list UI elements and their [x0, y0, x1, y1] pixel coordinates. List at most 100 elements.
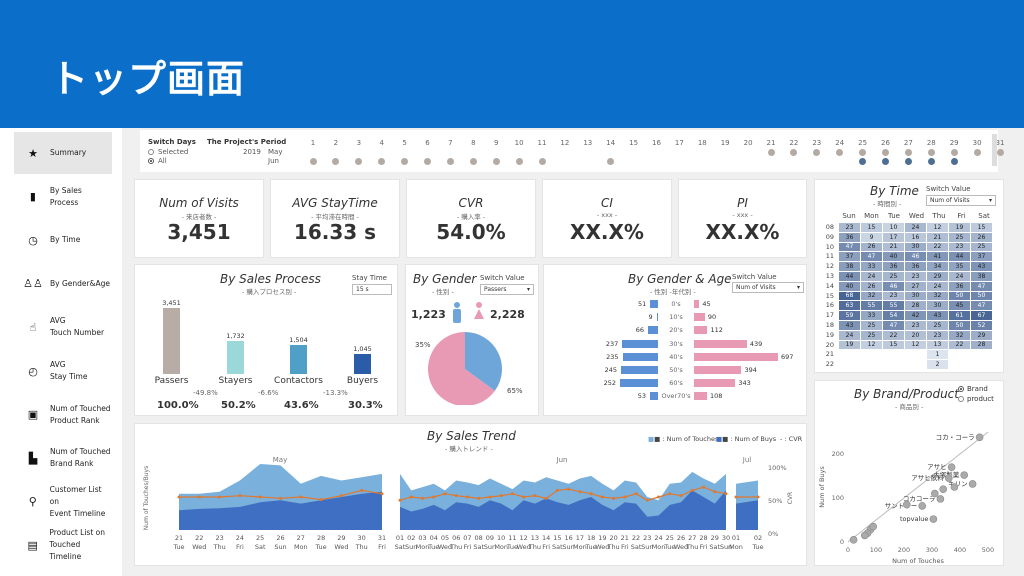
day-number[interactable]: 9	[493, 139, 499, 147]
jun-day-dot[interactable]	[355, 158, 363, 165]
heatmap-cell[interactable]: 59	[838, 310, 861, 321]
day-number[interactable]: 29	[949, 139, 959, 147]
may-day-dot[interactable]	[813, 149, 821, 156]
day-number[interactable]: 12	[560, 139, 570, 147]
day-number[interactable]: 16	[652, 139, 661, 147]
heatmap-cell[interactable]: 26	[970, 231, 993, 243]
jun-day-dot[interactable]	[492, 158, 500, 165]
day-number[interactable]: 3	[356, 139, 362, 147]
heatmap-cell[interactable]: 23	[926, 329, 949, 341]
heatmap-cell[interactable]: 12	[926, 222, 949, 233]
heatmap-cell[interactable]: 45	[948, 300, 971, 312]
heatmap-cell[interactable]: 46	[882, 280, 905, 292]
heatmap-cell[interactable]: 37	[838, 251, 861, 263]
day-number[interactable]: 31	[995, 139, 1005, 147]
day-number[interactable]: 4	[379, 139, 384, 147]
heatmap-cell[interactable]: 43	[926, 310, 949, 321]
heatmap-cell[interactable]: 44	[948, 251, 971, 263]
heatmap-cell[interactable]	[882, 359, 905, 370]
heatmap-cell[interactable]: 28	[904, 300, 927, 312]
heatmap-cell[interactable]	[948, 359, 971, 370]
may-day-dot[interactable]	[790, 149, 798, 156]
heatmap-cell[interactable]: 25	[926, 319, 949, 331]
day-number[interactable]: 21	[766, 139, 776, 147]
heatmap-cell[interactable]: 22	[926, 241, 949, 253]
day-number[interactable]: 13	[583, 139, 593, 147]
heatmap-cell[interactable]: 32	[926, 290, 949, 302]
heatmap-cell[interactable]: 40	[882, 251, 905, 263]
sidebar-item-num-of-touched-brand-rank[interactable]: ▙ Num of Touched Brand Rank	[14, 437, 112, 479]
day-number[interactable]: 11	[537, 139, 547, 147]
heatmap-cell[interactable]: 10	[882, 222, 905, 233]
heatmap-cell[interactable]	[904, 359, 927, 370]
may-day-dot[interactable]	[996, 149, 1004, 156]
heatmap-cell[interactable]: 36	[838, 231, 861, 243]
heatmap-cell[interactable]: 46	[904, 251, 927, 263]
heatmap-cell[interactable]: 50	[948, 319, 971, 331]
heatmap-cell[interactable]: 16	[904, 231, 927, 243]
radio-all[interactable]: All	[148, 157, 167, 165]
radio-selected[interactable]: Selected	[148, 148, 188, 156]
heatmap-cell[interactable]: 50	[970, 290, 993, 302]
heatmap-cell[interactable]: 26	[860, 241, 883, 253]
jun-day-dot-selected[interactable]	[927, 158, 935, 165]
heatmap-cell[interactable]: 23	[904, 270, 927, 282]
heatmap-cell[interactable]: 36	[904, 261, 927, 272]
heatmap-cell[interactable]: 2	[926, 359, 949, 370]
day-number[interactable]: 30	[972, 139, 982, 147]
timebar-scrollbar[interactable]	[992, 134, 997, 166]
heatmap-cell[interactable]: 12	[860, 339, 883, 351]
heatmap-cell[interactable]: 25	[860, 319, 883, 331]
heatmap-cell[interactable]: 55	[882, 300, 905, 312]
heatmap-cell[interactable]: 36	[948, 280, 971, 292]
heatmap-cell[interactable]	[948, 349, 971, 361]
may-day-dot[interactable]	[950, 149, 958, 156]
heatmap-cell[interactable]: 47	[860, 251, 883, 263]
heatmap-cell[interactable]: 47	[970, 300, 993, 312]
heatmap-cell[interactable]: 25	[882, 270, 905, 282]
sidebar-item-by-time[interactable]: ◷ By Time	[14, 219, 112, 261]
day-number[interactable]: 22	[789, 139, 799, 147]
heatmap-cell[interactable]: 9	[860, 231, 883, 243]
day-number[interactable]: 6	[425, 139, 430, 147]
heatmap-cell[interactable]: 15	[882, 339, 905, 351]
may-day-dot[interactable]	[836, 149, 844, 156]
stay-time-select[interactable]: 15 s	[352, 284, 392, 295]
heatmap-cell[interactable]	[838, 359, 861, 370]
may-day-dot[interactable]	[904, 149, 912, 156]
day-number[interactable]: 26	[881, 139, 890, 147]
may-day-dot[interactable]	[882, 149, 889, 156]
day-number[interactable]: 15	[629, 139, 639, 147]
heatmap-cell[interactable]: 22	[882, 329, 905, 341]
heatmap-cell[interactable]: 12	[904, 339, 927, 351]
heatmap-cell[interactable]: 20	[904, 329, 927, 341]
jun-day-dot[interactable]	[607, 158, 615, 165]
jun-day-dot[interactable]	[469, 158, 477, 165]
jun-day-dot[interactable]	[378, 158, 386, 165]
heatmap-cell[interactable]	[904, 349, 927, 361]
day-number[interactable]: 20	[743, 139, 753, 147]
heatmap-cell[interactable]: 24	[838, 329, 861, 341]
heatmap-cell[interactable]: 47	[882, 319, 905, 331]
heatmap-cell[interactable]: 29	[926, 270, 949, 282]
radio-brand[interactable]: Brand	[958, 385, 988, 393]
jun-day-dot-selected[interactable]	[950, 158, 958, 165]
may-day-dot[interactable]	[767, 149, 775, 156]
sidebar-item-avg-touch-number[interactable]: ☝ AVG Touch Number	[14, 306, 112, 348]
heatmap-cell[interactable]: 67	[970, 310, 993, 321]
heatmap-cell[interactable]: 35	[948, 261, 971, 272]
jun-day-dot[interactable]	[424, 158, 431, 165]
heatmap-cell[interactable]: 30	[904, 241, 927, 253]
sidebar-item-by-gender-age[interactable]: ♙♙ By Gender&Age	[14, 263, 112, 305]
heatmap-cell[interactable]: 24	[948, 270, 971, 282]
heatmap-cell[interactable]: 33	[860, 261, 883, 272]
heatmap-cell[interactable]: 29	[970, 329, 993, 341]
day-number[interactable]: 24	[835, 139, 845, 147]
heatmap-cell[interactable]: 13	[926, 339, 949, 351]
jun-day-dot-selected[interactable]	[882, 158, 889, 165]
heatmap-cell[interactable]: 15	[860, 222, 883, 233]
heatmap-cell[interactable]	[970, 359, 993, 370]
heatmap-cell[interactable]: 24	[926, 280, 949, 292]
radio-product[interactable]: product	[958, 395, 994, 403]
may-day-dot[interactable]	[859, 149, 867, 156]
